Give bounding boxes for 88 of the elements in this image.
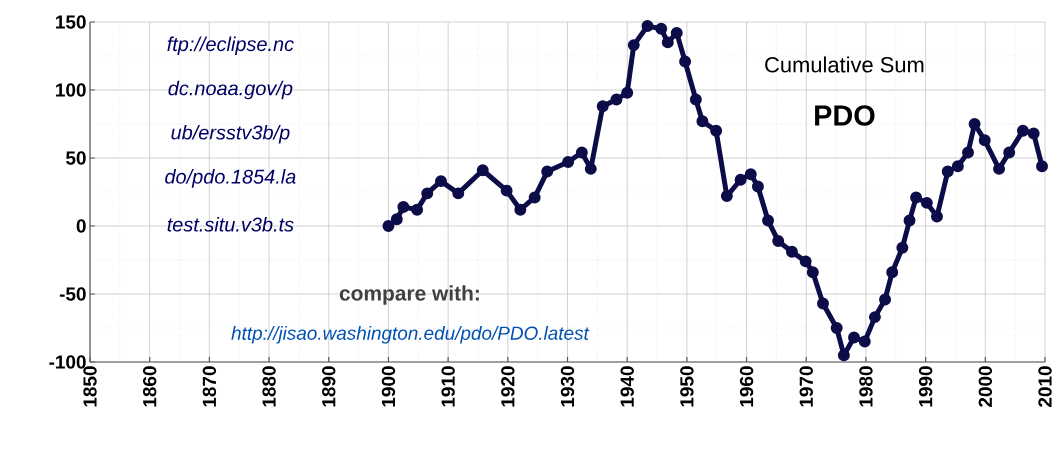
point bbox=[720, 190, 733, 203]
point bbox=[500, 184, 513, 197]
point bbox=[1027, 127, 1040, 140]
y-tick-label: 50 bbox=[66, 151, 86, 165]
x-tick-label: 2010 bbox=[1038, 366, 1052, 407]
point bbox=[734, 173, 747, 186]
annotation: dc.noaa.gov/p bbox=[168, 80, 293, 100]
point bbox=[397, 200, 410, 213]
x-tick-label: 1900 bbox=[381, 366, 396, 407]
point bbox=[868, 311, 881, 324]
annotation: compare with: bbox=[339, 285, 479, 305]
annotation: do/pdo.1854.la bbox=[165, 169, 296, 188]
point bbox=[806, 266, 819, 279]
y-tick-label: 0 bbox=[76, 219, 86, 233]
x-tick-label: 1940 bbox=[620, 366, 634, 407]
point bbox=[799, 255, 812, 268]
point bbox=[434, 175, 447, 188]
x-tick-label: 1920 bbox=[501, 366, 515, 407]
point bbox=[762, 214, 775, 227]
point bbox=[411, 203, 424, 216]
point bbox=[931, 210, 943, 223]
y-tick-label: -50 bbox=[59, 287, 86, 301]
x-tick-label: 1910 bbox=[441, 366, 455, 407]
text: PDO bbox=[815, 105, 875, 126]
point bbox=[968, 118, 981, 130]
point bbox=[541, 165, 554, 178]
point bbox=[421, 187, 434, 200]
x-tick-label: 1870 bbox=[202, 366, 217, 407]
annotation: ub/ersstv3b/p bbox=[171, 124, 290, 144]
point bbox=[575, 146, 588, 159]
point bbox=[679, 55, 692, 68]
point bbox=[1016, 124, 1029, 137]
point bbox=[920, 196, 933, 209]
point bbox=[978, 134, 991, 147]
x-tick-label: 1970 bbox=[799, 366, 813, 407]
y-tick-label: 100 bbox=[56, 83, 86, 97]
point bbox=[848, 331, 860, 344]
point bbox=[772, 234, 785, 247]
point bbox=[879, 293, 892, 306]
point bbox=[962, 146, 974, 159]
point bbox=[627, 39, 640, 52]
point bbox=[886, 266, 899, 279]
point bbox=[910, 191, 923, 204]
x-tick-label: 1880 bbox=[262, 366, 276, 407]
point bbox=[816, 297, 829, 310]
point bbox=[562, 156, 575, 169]
point bbox=[670, 26, 683, 39]
point bbox=[710, 124, 723, 137]
annotation: test.situ.v3b.ts bbox=[167, 216, 294, 232]
x-tick-label: 1930 bbox=[560, 366, 575, 407]
point bbox=[390, 213, 403, 226]
annotation: http://jisao.washington.edu/pdo/PDO.latest bbox=[231, 325, 590, 344]
y-tick-label: 150 bbox=[56, 15, 86, 29]
point bbox=[476, 164, 489, 177]
point bbox=[528, 191, 541, 204]
point bbox=[655, 22, 668, 35]
point bbox=[744, 168, 757, 181]
point bbox=[993, 162, 1006, 175]
point bbox=[903, 214, 916, 227]
point bbox=[382, 220, 395, 232]
x-tick-label: 2000 bbox=[978, 366, 993, 407]
x-tick-label: 1960 bbox=[739, 366, 754, 407]
point bbox=[596, 100, 609, 113]
point bbox=[785, 245, 798, 258]
point bbox=[610, 93, 623, 106]
point bbox=[689, 93, 702, 106]
point bbox=[696, 115, 709, 128]
x-tick-label: 1950 bbox=[680, 366, 694, 407]
point bbox=[837, 349, 850, 362]
point bbox=[896, 241, 909, 254]
point bbox=[941, 165, 954, 178]
point bbox=[514, 203, 527, 216]
point bbox=[951, 160, 964, 173]
point bbox=[1036, 160, 1049, 173]
x-tick-label: 1860 bbox=[142, 366, 157, 407]
point bbox=[858, 335, 871, 348]
annotation: ftp://eclipse.nc bbox=[167, 36, 294, 56]
point bbox=[830, 322, 843, 334]
point bbox=[661, 36, 674, 49]
x-tick-label: 1980 bbox=[859, 366, 873, 407]
point bbox=[751, 180, 764, 193]
point bbox=[452, 187, 465, 200]
x-tick-label: 1890 bbox=[322, 366, 336, 407]
point bbox=[641, 20, 654, 33]
point bbox=[621, 86, 634, 99]
x-tick-label: 1990 bbox=[918, 366, 933, 407]
text: Cumulative Sum bbox=[765, 56, 924, 73]
point bbox=[1003, 146, 1016, 159]
